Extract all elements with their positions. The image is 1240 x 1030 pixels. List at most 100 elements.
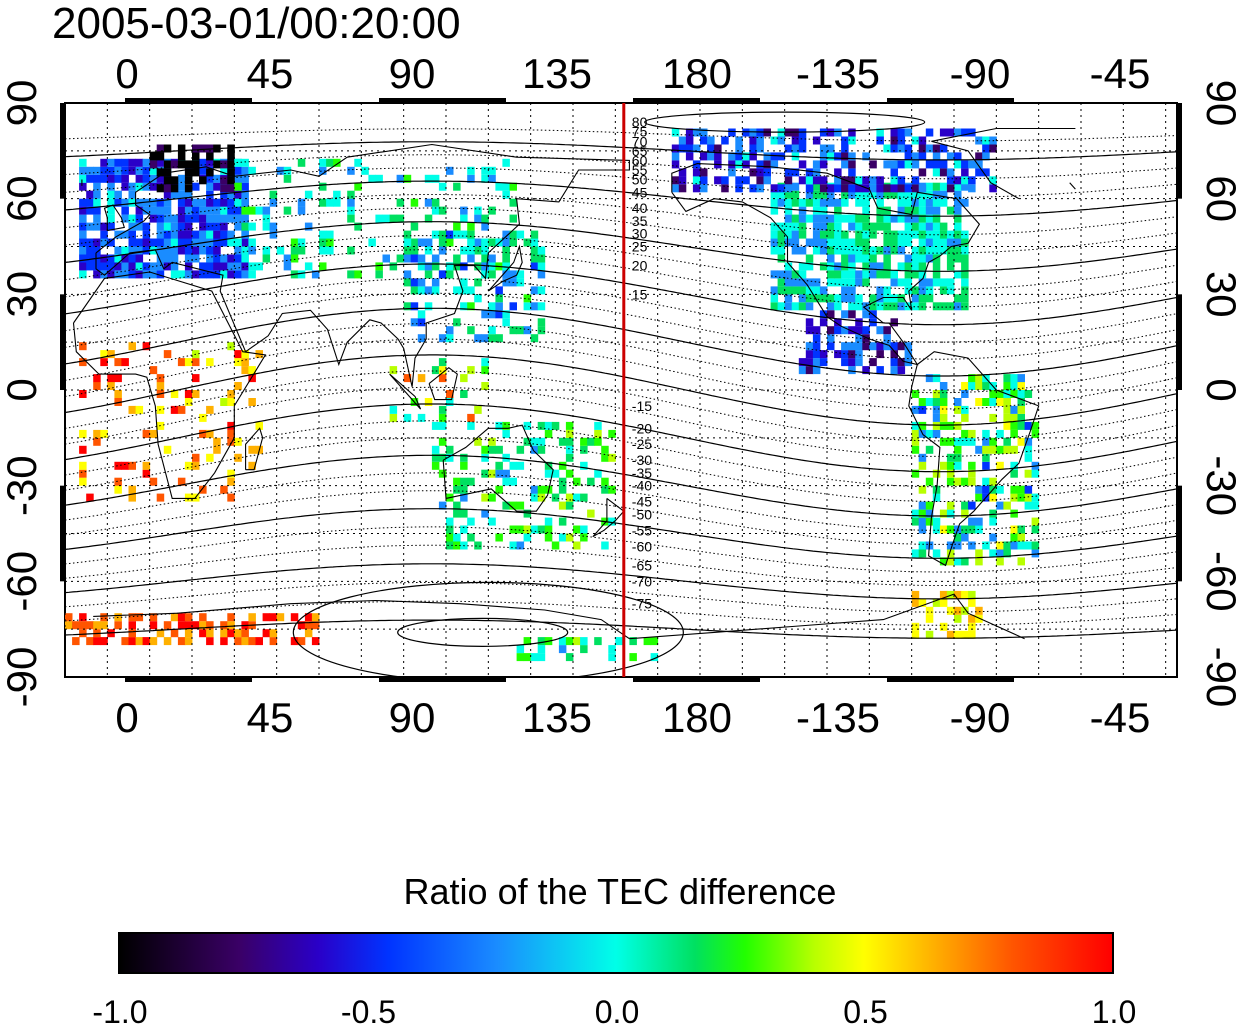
tec-cell: [946, 278, 955, 287]
tec-cell: [184, 168, 193, 177]
tec-cell: [848, 286, 856, 295]
tec-cell: [206, 270, 214, 279]
tec-cell: [474, 334, 482, 343]
tec-cell: [460, 453, 468, 462]
tec-cell: [558, 477, 567, 486]
border-bar-left: [60, 103, 65, 199]
contour-label: -25: [632, 436, 652, 452]
tec-cell: [890, 246, 898, 255]
tec-cell: [417, 286, 426, 295]
tec-cell: [961, 128, 969, 137]
tec-cell: [883, 254, 891, 263]
tec-cell: [100, 230, 108, 239]
tec-cell: [79, 469, 87, 478]
tec-cell: [827, 278, 835, 287]
tec-cell: [918, 453, 927, 462]
tec-cell: [946, 184, 955, 193]
tec-cell: [961, 405, 969, 414]
tec-cell: [431, 445, 440, 454]
tec-cell: [199, 270, 207, 279]
tec-cell: [932, 390, 941, 398]
tec-cell: [805, 366, 814, 375]
tec-cell: [199, 222, 207, 231]
tec-cell: [827, 152, 835, 161]
tec-cell: [862, 270, 870, 279]
tec-cell: [968, 517, 976, 526]
tec-cell: [199, 198, 207, 207]
tec-cell: [156, 174, 165, 183]
tec-cell: [883, 160, 891, 169]
tec-cell: [897, 190, 906, 199]
tec-cell: [827, 246, 835, 255]
tec-cell: [467, 326, 475, 335]
tec-cell: [128, 198, 136, 207]
tec-cell: [375, 174, 383, 183]
tec-cell: [883, 184, 891, 193]
tec-cell: [403, 238, 412, 247]
tec-cell: [812, 230, 821, 239]
tec-cell: [1031, 549, 1040, 558]
tec-cell: [93, 246, 101, 255]
tec-cell: [163, 350, 172, 359]
tec-cell: [453, 318, 461, 327]
tec-cell: [827, 238, 835, 247]
tec-cell: [100, 637, 108, 646]
tec-cell: [220, 254, 228, 263]
tec-cell: [756, 136, 764, 145]
tec-cell: [841, 278, 849, 287]
tec-cell: [488, 326, 496, 335]
tec-cell: [777, 246, 786, 255]
tec-cell: [206, 182, 214, 191]
tec-cell: [770, 302, 779, 311]
tec-cell: [954, 246, 962, 255]
tec-cell: [241, 262, 249, 271]
tec-cell: [876, 214, 884, 223]
tec-cell: [685, 136, 694, 145]
tec-cell: [446, 517, 454, 526]
tec-cell: [812, 190, 821, 199]
tec-cell: [939, 461, 948, 470]
tec-cell: [678, 144, 687, 153]
tec-cell: [544, 517, 553, 526]
tec-cell: [121, 254, 129, 263]
tec-cell: [269, 629, 278, 638]
border-bar-top: [887, 98, 1014, 103]
tec-cell: [523, 238, 532, 247]
tec-cell: [192, 214, 200, 223]
tec-cell: [692, 176, 701, 185]
tec-cell: [946, 128, 955, 137]
tec-cell: [827, 326, 835, 335]
tec-cell: [100, 174, 108, 183]
tec-cell: [904, 128, 913, 137]
tec-cell: [855, 326, 863, 335]
tec-cell: [968, 437, 976, 446]
tec-cell: [403, 254, 412, 263]
tec-cell: [925, 238, 934, 247]
tec-cell: [911, 262, 920, 271]
tec-cell: [537, 485, 546, 494]
tec-cell: [93, 374, 101, 383]
tec-cell: [431, 286, 440, 295]
tec-cell: [502, 469, 510, 478]
tec-cell: [911, 421, 920, 430]
tec-cell: [925, 477, 934, 486]
tec-cell: [777, 230, 786, 239]
tec-cell: [855, 254, 863, 263]
y-tick-label-left: 90: [0, 80, 45, 127]
tec-cell: [728, 128, 736, 137]
tec-cell: [227, 613, 235, 622]
tec-cell: [481, 366, 489, 375]
tec-cell: [961, 238, 969, 247]
tec-cell: [812, 334, 821, 343]
tec-cell: [777, 302, 786, 311]
tec-cell: [241, 254, 249, 263]
tec-cell: [509, 477, 517, 486]
tec-cell: [812, 182, 821, 191]
tec-cell: [911, 198, 920, 207]
tec-cell: [918, 184, 927, 193]
tec-cell: [177, 613, 186, 622]
tec-cell: [142, 270, 151, 279]
tec-cell: [925, 429, 934, 438]
tec-cell: [453, 477, 461, 486]
tec-cell: [819, 184, 828, 193]
